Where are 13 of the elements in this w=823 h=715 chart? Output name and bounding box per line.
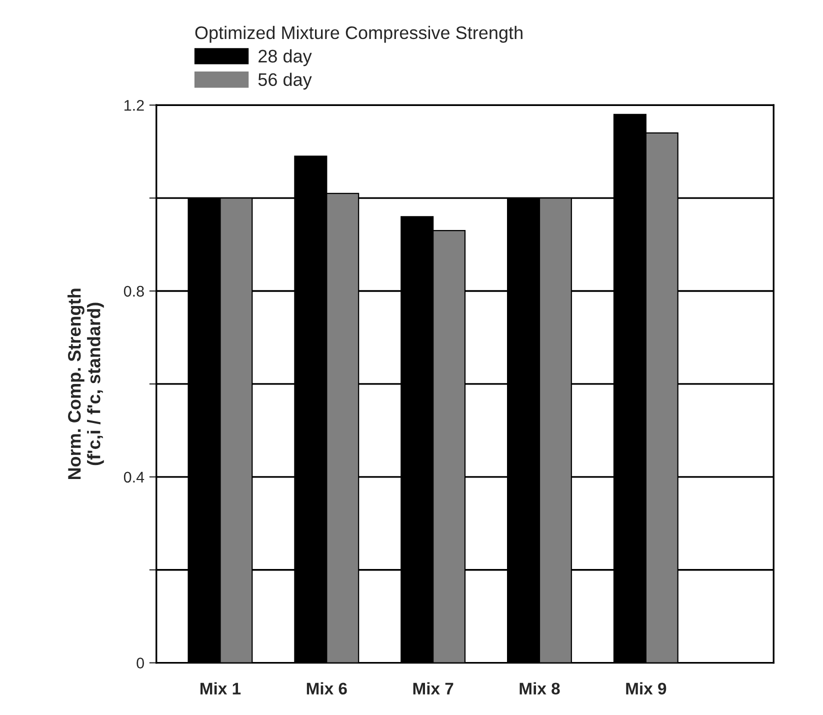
legend-label: 56 day [258, 72, 312, 90]
legend-label: 28 day [258, 49, 312, 66]
legend-title: Optimized Mixture Compressive Strength [195, 26, 522, 43]
x-tick-label: Mix 8 [520, 682, 560, 694]
y-tick-label: 0.4 [124, 472, 144, 483]
y-tick-label: 0 [136, 658, 144, 668]
x-tick-label: Mix 1 [200, 682, 241, 694]
x-tick-label: Mix 6 [306, 682, 347, 694]
y-tick-label: 0.8 [124, 286, 144, 297]
x-tick-label: Mix 9 [626, 682, 666, 694]
y-tick-label: 1.2 [124, 100, 144, 111]
y-axis-title: Norm. Comp. Strength (f'c,i / f'c, standard) [68, 288, 104, 480]
x-tick-label: Mix 7 [413, 682, 454, 694]
